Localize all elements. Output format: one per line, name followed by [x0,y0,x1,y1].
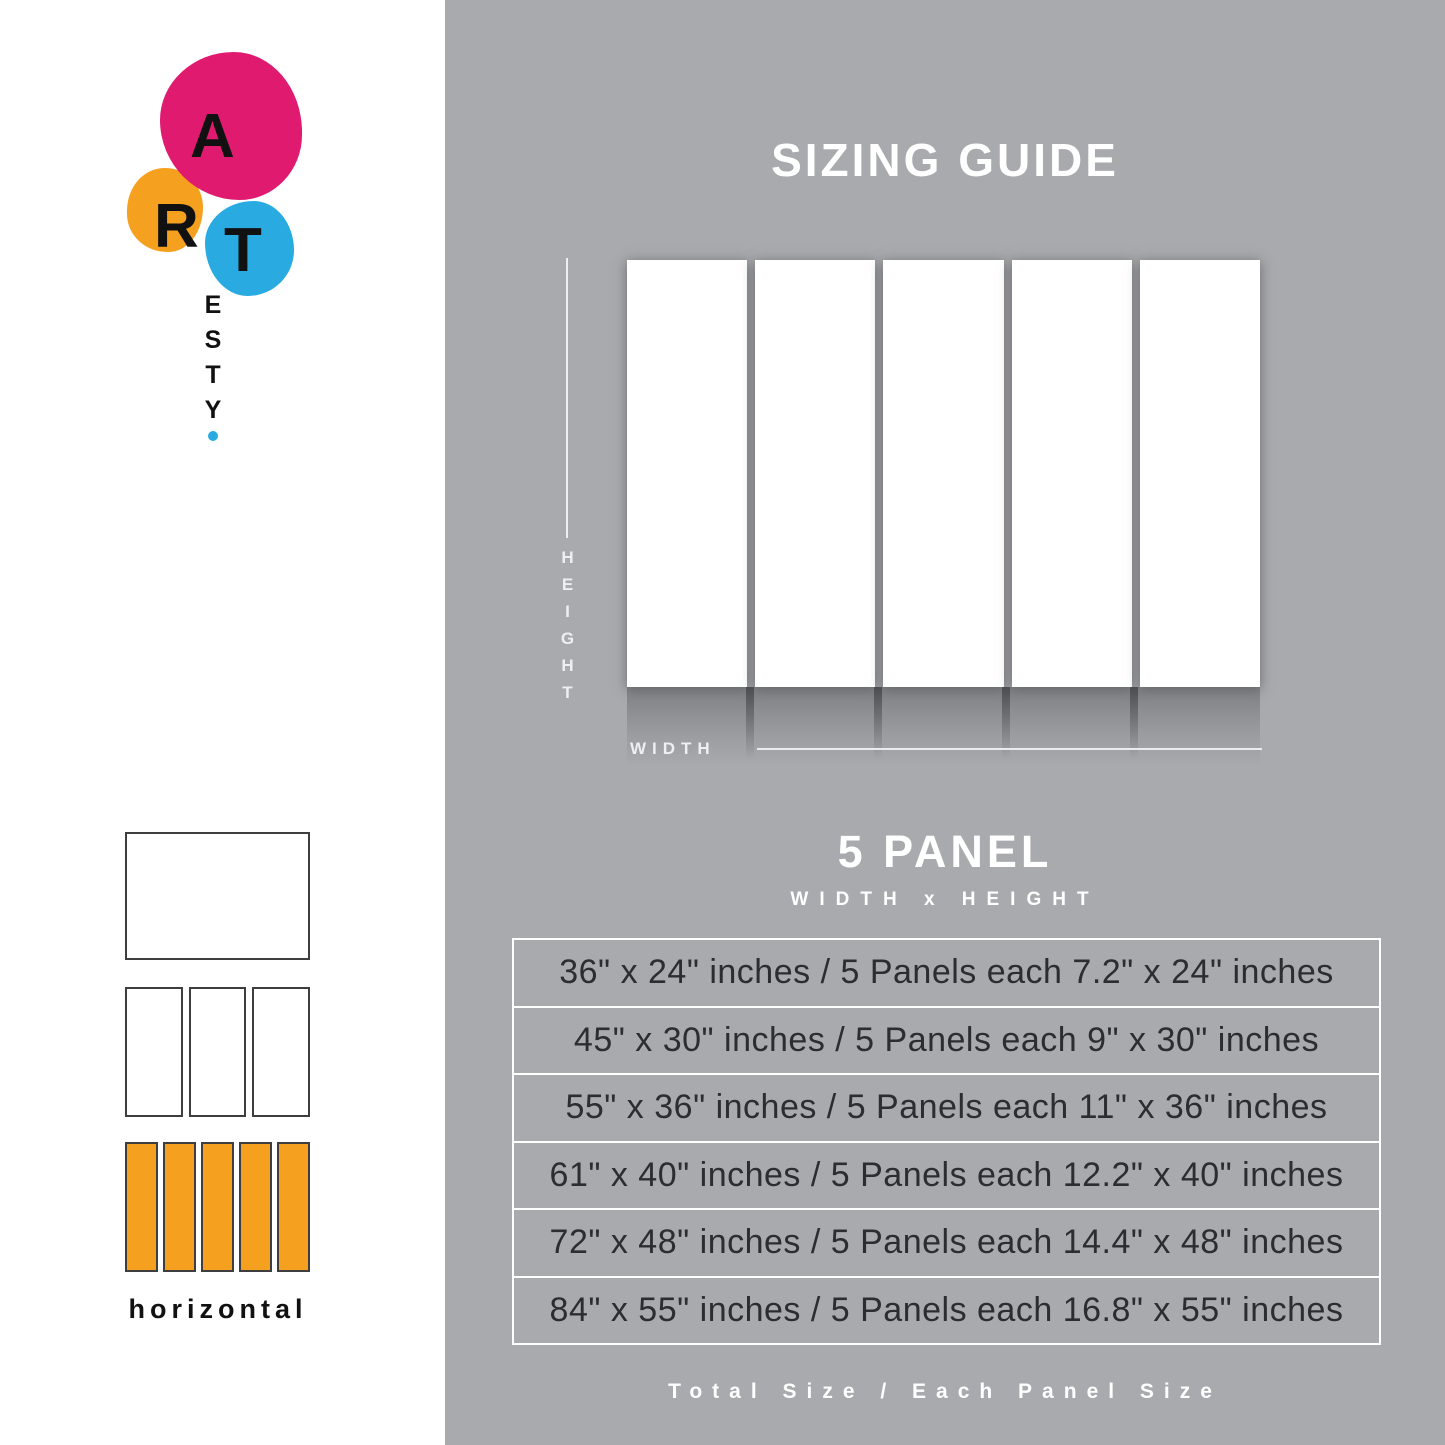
width-label: WIDTH [630,739,716,758]
height-label: HEIGHT [558,548,577,710]
logo-pink-blob [160,52,302,200]
logo-letter-s: S [204,326,222,354]
size-table-row: 36" x 24" inches / 5 Panels each 7.2" x … [559,953,1334,992]
canvas-panel-2 [755,260,876,687]
gap-shadow [1130,687,1138,759]
logo-letter-a: A [190,102,235,171]
logo-blue-dot [208,431,218,441]
logo-letter-t: T [224,216,262,285]
thumb-panel-orange [201,1142,234,1272]
thumb-panel [188,987,247,1117]
page-title: SIZING GUIDE [771,134,1119,186]
panel-preview [627,260,1261,687]
width-axis-line [757,748,1262,750]
thumb-panel-orange [239,1142,272,1272]
thumb-panel-orange [277,1142,310,1272]
canvas-panel-4 [1011,260,1132,687]
thumb-panel-orange [163,1142,196,1272]
canvas-panel-1 [627,260,748,687]
layout-option-3-panel [125,987,311,1117]
logo-letter-e: E [204,291,222,319]
size-table: 36" x 24" inches / 5 Panels each 7.2" x … [512,938,1381,1345]
gap-shadow [874,687,882,759]
logo-esty-letters: E S T Y [198,288,228,428]
panel-count-heading: 5 PANEL [837,826,1053,877]
panel-reflection [627,687,1260,775]
layout-option-5-panel-selected [125,1142,310,1272]
size-table-row: 61" x 40" inches / 5 Panels each 12.2" x… [514,1140,1379,1209]
table-legend: Total Size / Each Panel Size [668,1380,1222,1403]
logo-letter-r: R [154,192,199,261]
dimension-format-label: WIDTH x HEIGHT [790,889,1100,910]
thumb-panel [252,987,311,1117]
height-axis-line [566,258,568,538]
size-table-row: 84" x 55" inches / 5 Panels each 16.8" x… [514,1275,1379,1344]
logo-letter-t2: T [205,361,221,389]
gap-shadow [1002,687,1010,759]
layout-option-1-panel [125,832,310,960]
size-table-row: 55" x 36" inches / 5 Panels each 11" x 3… [514,1073,1379,1141]
gap-shadow [746,687,754,759]
logo-letter-y: Y [204,396,222,424]
canvas-panel-5 [1139,260,1261,687]
canvas-panel-3 [883,260,1004,687]
logo-blue-blob [205,201,294,296]
size-table-row: 72" x 48" inches / 5 Panels each 14.4" x… [514,1208,1379,1276]
thumb-panel-orange [125,1142,158,1272]
sizing-guide-panel: SIZING GUIDE HEIGHT WIDTH 5 PANEL WIDTH … [445,0,1445,1445]
orientation-label: horizontal [128,1294,308,1324]
thumb-panel [125,987,183,1117]
size-table-row: 45" x 30" inches / 5 Panels each 9" x 30… [514,1005,1379,1074]
